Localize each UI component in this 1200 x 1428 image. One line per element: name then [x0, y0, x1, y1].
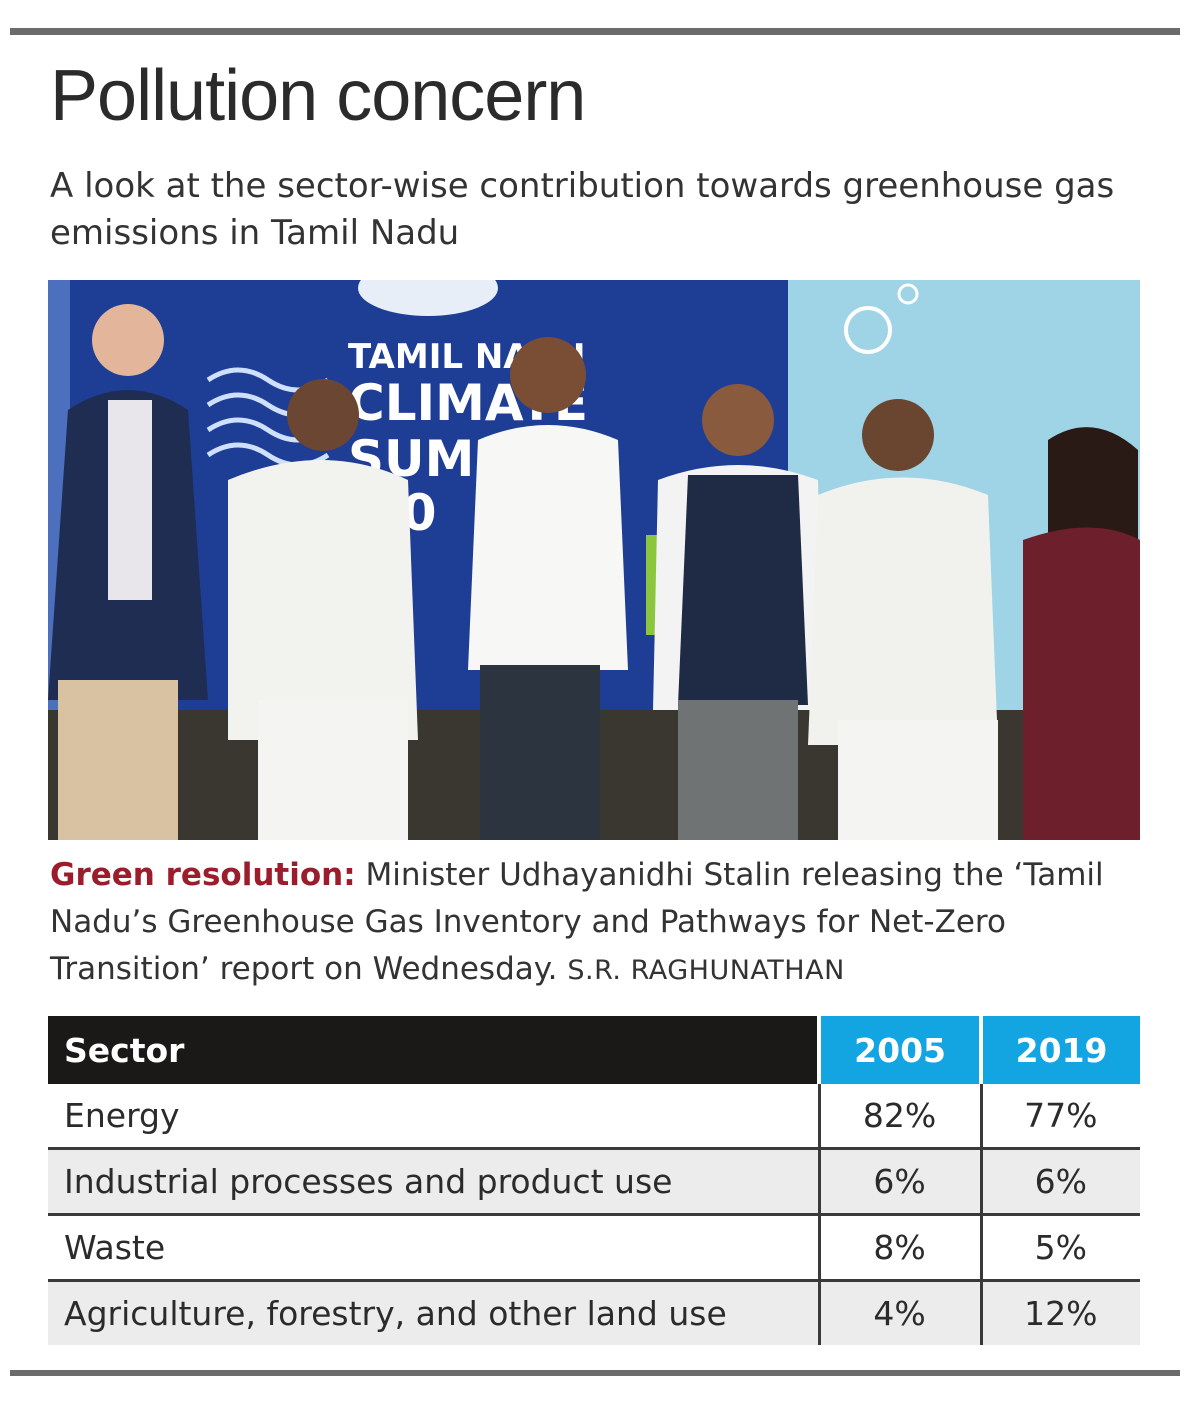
header-2019: 2019	[979, 1016, 1140, 1084]
row-sector: Energy	[48, 1084, 819, 1150]
row-2005: 4%	[817, 1280, 982, 1345]
event-photo-illustration: TAMIL NADU CLIMATE SUMMIT 3.0	[48, 280, 1140, 840]
page-title: Pollution concern	[50, 56, 586, 136]
header-sector: Sector	[48, 1016, 819, 1084]
row-2005: 82%	[817, 1084, 982, 1150]
table-row: Waste 8% 5%	[48, 1214, 1140, 1282]
person-5	[808, 399, 998, 840]
row-2005: 8%	[817, 1214, 982, 1282]
row-sector: Industrial processes and product use	[48, 1148, 819, 1216]
row-2019: 6%	[979, 1148, 1140, 1216]
row-2019: 5%	[979, 1214, 1140, 1282]
top-rule	[10, 28, 1180, 35]
page-subtitle: A look at the sector-wise contribution t…	[50, 166, 1115, 253]
caption-lead: Green resolution:	[50, 857, 356, 893]
table-header-row: Sector 2005 2019	[48, 1016, 1140, 1084]
photo-credit: S.R. RAGHUNATHAN	[567, 955, 845, 986]
table-row: Energy 82% 77%	[48, 1084, 1140, 1150]
row-sector: Waste	[48, 1214, 819, 1282]
bottom-rule	[10, 1370, 1180, 1376]
event-photo: TAMIL NADU CLIMATE SUMMIT 3.0	[48, 280, 1140, 840]
header-2005: 2005	[816, 1016, 982, 1084]
emissions-table: Sector 2005 2019 Energy 82% 77% Industri…	[48, 1016, 1140, 1345]
caption-text: Minister Udhayanidhi Stalin releasing th…	[50, 857, 1104, 987]
table-row: Agriculture, forestry, and other land us…	[48, 1280, 1140, 1345]
row-2019: 77%	[979, 1084, 1140, 1150]
photo-caption: Green resolution: Minister Udhayanidhi S…	[50, 852, 1160, 994]
person-1	[48, 304, 208, 840]
person-3	[468, 337, 628, 840]
table-row: Industrial processes and product use 6% …	[48, 1148, 1140, 1216]
person-6	[1023, 427, 1140, 840]
row-sector: Agriculture, forestry, and other land us…	[48, 1280, 819, 1345]
person-4	[653, 384, 823, 840]
row-2019: 12%	[979, 1280, 1140, 1345]
person-2	[228, 379, 418, 840]
row-2005: 6%	[817, 1148, 982, 1216]
